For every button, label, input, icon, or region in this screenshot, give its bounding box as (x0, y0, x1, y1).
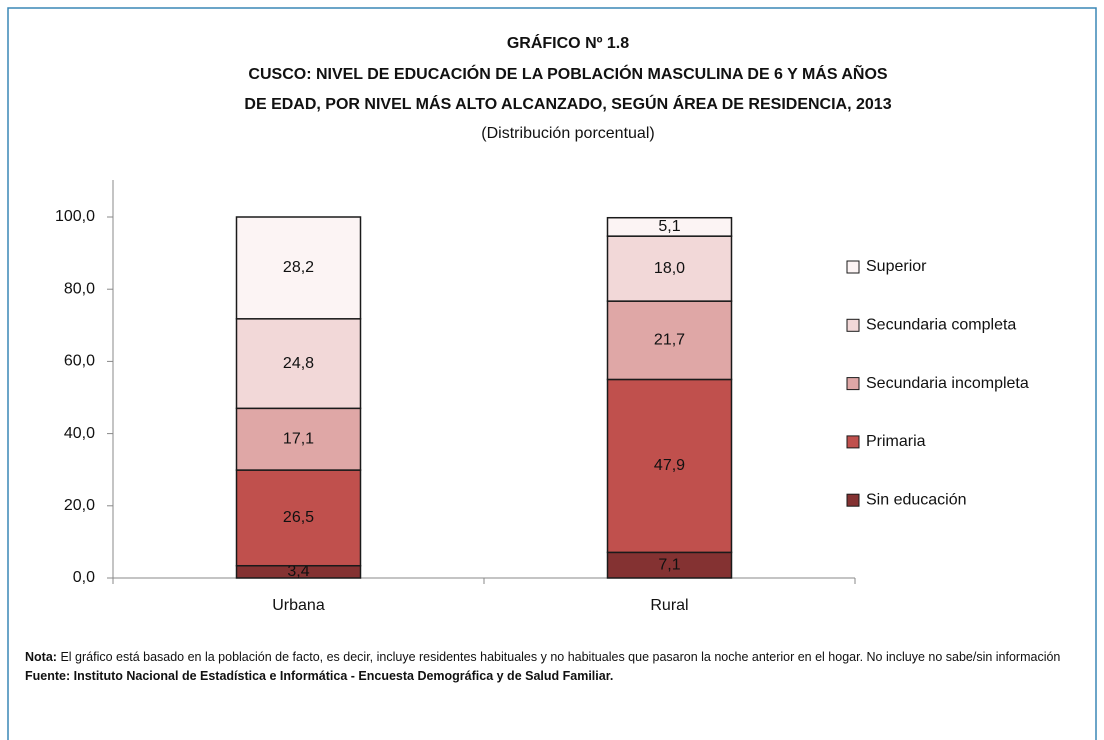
bar-segment (235, 216, 362, 320)
y-tick-label: 0,0 (73, 569, 95, 586)
legend-swatch (846, 377, 860, 391)
chart-title-line: DE EDAD, POR NIVEL MÁS ALTO ALCANZADO, S… (244, 94, 891, 113)
x-tick-label: Urbana (272, 597, 325, 614)
value-label: 28,2 (283, 259, 314, 276)
note-block: Nota: El gráfico está basado en la pobla… (25, 648, 1065, 686)
bar-segment (606, 216, 733, 237)
note-text: El gráfico está basado en la población d… (60, 650, 1061, 664)
frame (7, 7, 1097, 740)
value-label: 24,8 (283, 355, 314, 372)
legend-swatch (846, 493, 860, 507)
note: Nota: El gráfico está basado en la pobla… (25, 648, 1065, 667)
x-tick-label: Rural (650, 597, 688, 614)
legend-swatch (846, 318, 860, 332)
bar-segment (235, 407, 362, 471)
value-label: 5,1 (658, 218, 680, 235)
legend-label: Sin educación (866, 491, 967, 508)
value-label: 18,0 (654, 260, 685, 277)
legend-label: Superior (866, 258, 927, 275)
y-tick-label: 40,0 (64, 425, 95, 442)
note-label: Nota: (25, 650, 57, 664)
value-label: 26,5 (283, 509, 314, 526)
source-text: Fuente: Instituto Nacional de Estadístic… (25, 669, 614, 683)
value-label: 3,4 (287, 563, 309, 580)
value-label: 7,1 (658, 556, 680, 573)
chart-title: GRÁFICO Nº 1.8 (507, 33, 629, 52)
chart-subtitle: (Distribución porcentual) (481, 125, 654, 142)
bar-segment (606, 235, 733, 302)
bar-segment (235, 469, 362, 567)
legend-label: Secundaria completa (866, 317, 1016, 334)
y-tick-label: 100,0 (55, 208, 95, 225)
legend-swatch (846, 435, 860, 449)
legend-swatch (846, 260, 860, 274)
value-label: 17,1 (283, 430, 314, 447)
y-tick-label: 80,0 (64, 280, 95, 297)
value-label: 21,7 (654, 332, 685, 349)
legend-label: Primaria (866, 433, 926, 450)
chart-title-line: CUSCO: NIVEL DE EDUCACIÓN DE LA POBLACIÓ… (248, 63, 887, 83)
bar-segment (235, 318, 362, 410)
bar-segment (606, 378, 733, 554)
source: Fuente: Instituto Nacional de Estadístic… (25, 667, 1065, 686)
y-tick-label: 20,0 (64, 497, 95, 514)
bar-segment (606, 300, 733, 381)
legend-label: Secundaria incompleta (866, 375, 1029, 392)
y-tick-label: 60,0 (64, 353, 95, 370)
value-label: 47,9 (654, 457, 685, 474)
